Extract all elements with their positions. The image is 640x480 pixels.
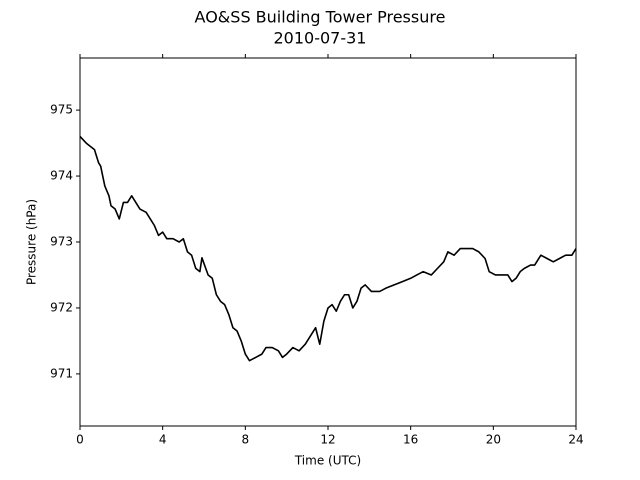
x-tick-label: 0	[76, 433, 84, 447]
x-axis-label: Time (UTC)	[294, 454, 361, 468]
y-tick-label: 973	[50, 235, 73, 249]
line-series	[79, 135, 577, 362]
chart-title: AO&SS Building Tower Pressure	[195, 8, 446, 27]
x-tick-label: 20	[486, 433, 501, 447]
x-tick-label: 12	[320, 433, 335, 447]
y-tick-label: 974	[50, 169, 73, 183]
x-tick-label: 4	[159, 433, 167, 447]
x-tick-label: 16	[403, 433, 418, 447]
y-axis-label: Pressure (hPa)	[25, 199, 39, 285]
y-tick-label: 971	[50, 366, 73, 380]
x-tick-label: 8	[242, 433, 250, 447]
chart-subtitle: 2010-07-31	[274, 29, 367, 48]
y-tick-label: 972	[50, 300, 73, 314]
x-tick-label: 24	[568, 433, 583, 447]
y-tick-label: 975	[50, 103, 73, 117]
plot-frame	[79, 57, 577, 427]
